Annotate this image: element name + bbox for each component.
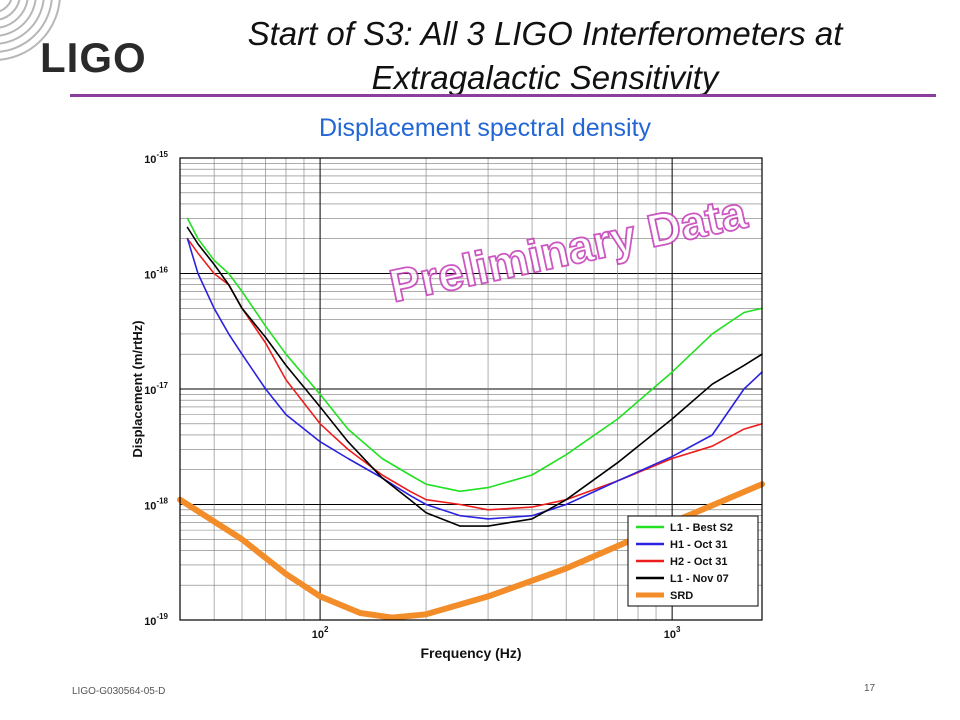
legend-label: SRD [670, 590, 693, 602]
title-line-1: Start of S3: All 3 LIGO Interferometers … [247, 15, 843, 52]
page-title: Start of S3: All 3 LIGO Interferometers … [175, 12, 915, 100]
legend-label: L1 - Nov 07 [670, 573, 729, 585]
y-tick-label: 10-19 [144, 612, 168, 628]
document-id: LIGO-G030564-05-D [72, 686, 166, 697]
series-line-srd [177, 481, 765, 621]
legend-label: H1 - Oct 31 [670, 539, 727, 551]
axis-ticks: 10-15 10-16 10-17 10-18 10-19 102 103 [144, 150, 681, 641]
logo-text: LIGO [40, 34, 147, 81]
title-line-2: Extragalactic Sensitivity [371, 59, 719, 96]
chart-legend: L1 - Best S2 H1 - Oct 31 H2 - Oct 31 L1 - N… [627, 515, 759, 607]
page-number: 17 [864, 683, 876, 694]
title-divider [70, 94, 936, 97]
chart-subtitle: Displacement spectral density [318, 114, 652, 142]
y-tick-label: 10-17 [144, 381, 168, 397]
x-tick-label: 103 [664, 625, 681, 641]
y-axis-label: Displacement (m/rtHz) [130, 320, 145, 457]
x-axis-label: Frequency (Hz) [420, 645, 521, 661]
legend-label: H2 - Oct 31 [670, 556, 727, 568]
series-layer [177, 217, 765, 621]
x-tick-label: 102 [312, 625, 329, 641]
y-tick-label: 10-16 [144, 266, 168, 282]
legend-label: L1 - Best S2 [670, 522, 733, 534]
y-tick-label: 10-18 [144, 497, 168, 513]
plot-frame [179, 157, 763, 621]
ligo-logo: LIGO [0, 0, 160, 95]
chart-grid [180, 158, 762, 620]
y-tick-label: 10-15 [144, 150, 168, 166]
